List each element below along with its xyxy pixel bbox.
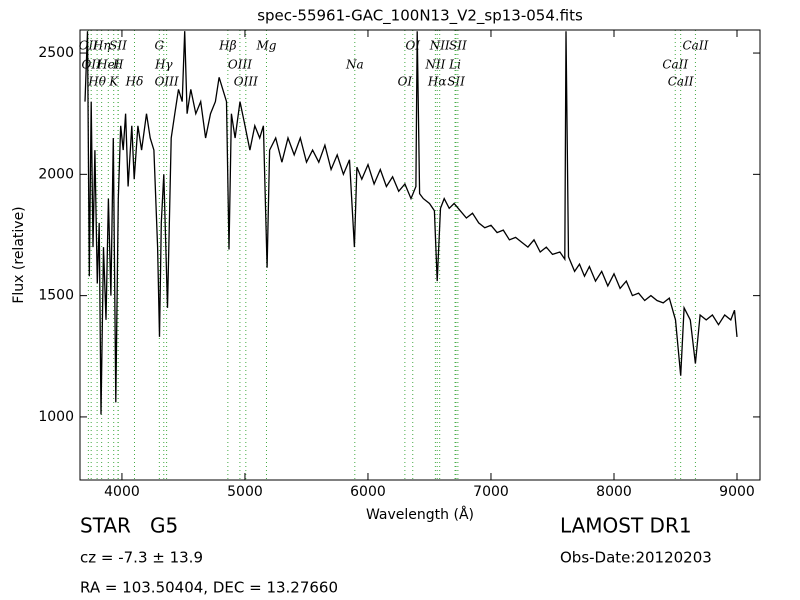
spectral-label: Hη: [92, 39, 111, 53]
chart-title: spec-55961-GAC_100N13_V2_sp13-054.fits: [257, 7, 583, 26]
spectral-label: SII: [449, 39, 467, 53]
y-tick-label: 2500: [38, 45, 74, 61]
spectral-label: G: [155, 39, 165, 53]
plot-area: [84, 31, 738, 415]
x-tick-label: 5000: [227, 484, 263, 500]
spectral-label: Na: [345, 58, 364, 72]
spectral-label: HeI: [96, 58, 120, 72]
y-tick-label: 1500: [38, 288, 74, 304]
spectral-label: OIII: [155, 75, 179, 89]
y-axis-label: Flux (relative): [11, 206, 27, 303]
spectral-label: CaII: [668, 75, 694, 89]
plot-frame: [79, 29, 761, 481]
spectral-label: SII: [109, 39, 127, 53]
spectrum-line: [84, 31, 738, 415]
spectral-label: Hβ: [218, 39, 236, 53]
redshift: cz = -7.3 ± 13.9: [80, 549, 203, 567]
obs-date: Obs-Date:20120203: [560, 549, 712, 567]
x-tick-label: 4000: [104, 484, 140, 500]
coordinates: RA = 103.50404, DEC = 13.27660: [80, 579, 338, 597]
x-tick-label: 9000: [719, 484, 755, 500]
x-tick-label: 6000: [350, 484, 386, 500]
spectral-label: Hα: [427, 75, 447, 89]
spectral-label: CaII: [683, 39, 709, 53]
spectral-label: CaII: [662, 58, 688, 72]
y-tick-label: 2000: [38, 166, 74, 182]
spectral-label: Li: [448, 58, 461, 72]
x-tick-label: 8000: [596, 484, 632, 500]
spectral-label: K: [108, 75, 119, 89]
y-tick-label: 1000: [38, 409, 74, 425]
spectral-label: OIII: [228, 58, 252, 72]
spectral-label: OIII: [234, 75, 258, 89]
spectral-label: NII: [429, 39, 450, 53]
release: LAMOST DR1: [560, 514, 692, 538]
x-axis-label: Wavelength (Å): [366, 506, 474, 523]
spectral-label: OI: [398, 75, 413, 89]
spectral-label: NII: [424, 58, 445, 72]
spectral-label: H: [112, 58, 124, 72]
spectral-label: Hδ: [125, 75, 144, 89]
spectral-label: SII: [447, 75, 465, 89]
x-tick-label: 7000: [473, 484, 509, 500]
object-class: STAR G5: [80, 514, 178, 538]
spectral-label: Mg: [255, 39, 276, 53]
spectral-label: OII: [79, 39, 99, 53]
spectral-label: Hγ: [154, 58, 173, 72]
spectral-label: Hθ: [87, 75, 106, 89]
